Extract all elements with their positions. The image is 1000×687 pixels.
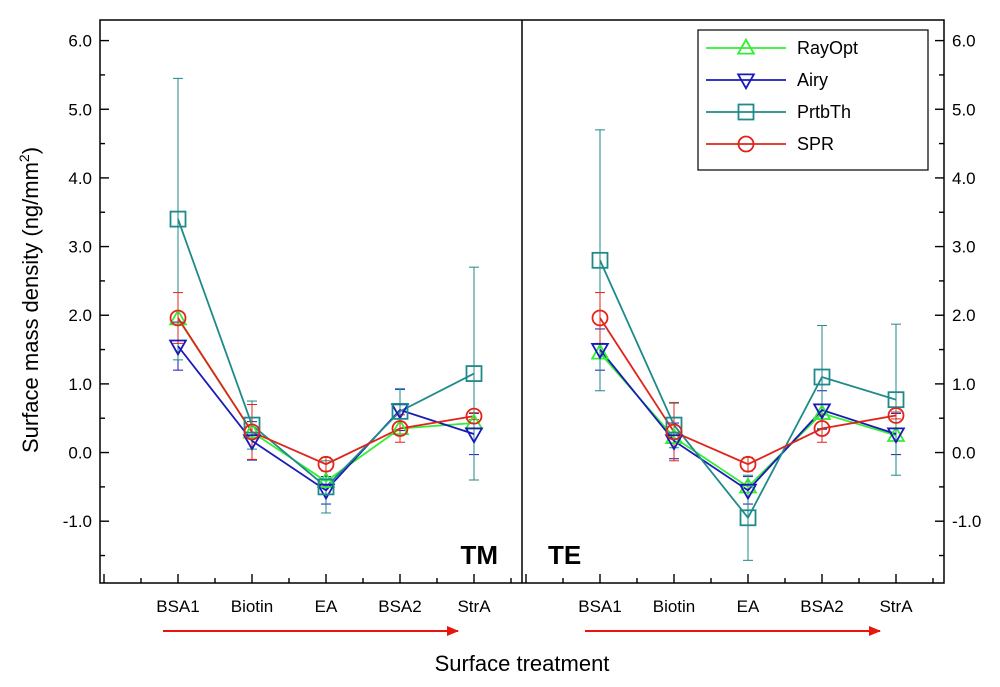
point-airy <box>464 427 484 445</box>
x-tick-label: EA <box>315 597 338 616</box>
point-rayopt <box>390 418 410 436</box>
x-tick-label: Biotin <box>653 597 696 616</box>
legend-label-airy: Airy <box>797 70 828 90</box>
y-axis-title: Surface mass density (ng/mm2) <box>16 147 43 453</box>
x-tick-labels: BSA1 Biotin EA BSA2 StrA BSA1 Biotin EA BSA2 StrA <box>156 597 913 616</box>
point-prtbth <box>169 210 187 228</box>
point-airy <box>738 483 758 501</box>
series-line-spr-tm <box>177 317 475 466</box>
series-line-spr-te <box>599 317 897 466</box>
y-tick-label-left: -1.0 <box>63 512 92 531</box>
y-tick-labels-left: -1.0 0.0 1.0 2.0 3.0 4.0 5.0 6.0 <box>63 32 92 532</box>
legend-label-spr: SPR <box>797 134 834 154</box>
y-tick-label-left: 4.0 <box>68 169 92 188</box>
point-prtbth <box>465 365 483 382</box>
legend-marker-spr <box>737 135 755 153</box>
y-tick-label-left: 3.0 <box>68 238 92 257</box>
x-tick-label: StrA <box>457 597 491 616</box>
x-tick-label: EA <box>737 597 760 616</box>
x-tick-label: BSA2 <box>378 597 421 616</box>
legend: RayOpt Airy PrtbTh SPR <box>697 29 929 171</box>
series-line-airy-te <box>599 348 897 492</box>
y-axis-title-close: ) <box>18 147 43 154</box>
point-airy <box>812 403 832 421</box>
series-line-airy-tm <box>177 345 475 492</box>
point-airy <box>664 434 684 451</box>
y-axis-title-main: Surface mass density (ng/mm <box>18 162 43 453</box>
point-spr <box>317 455 335 473</box>
y-tick-label-left: 5.0 <box>68 100 92 119</box>
legend-label-rayopt: RayOpt <box>797 38 858 58</box>
y-tick-label-right: 4.0 <box>952 169 976 188</box>
y-tick-labels-right: -1.0 0.0 1.0 2.0 3.0 4.0 5.0 6.0 <box>952 32 981 532</box>
x-tick-label: BSA2 <box>800 597 843 616</box>
legend-marker-prtbth <box>737 103 755 121</box>
panel-label-tm: TM <box>460 540 498 570</box>
y-tick-label-right: 6.0 <box>952 32 976 51</box>
plot-data <box>168 77 906 561</box>
x-axis-title: Surface treatment <box>435 651 610 676</box>
y-tick-label-left: 0.0 <box>68 444 92 463</box>
point-spr <box>591 309 609 327</box>
point-airy <box>316 483 336 501</box>
panel-label-te: TE <box>548 540 581 570</box>
legend-box <box>697 29 929 171</box>
point-prtbth <box>665 416 683 434</box>
y-tick-label-right: 5.0 <box>952 100 976 119</box>
y-tick-label-right: 0.0 <box>952 444 976 463</box>
x-tick-label: Biotin <box>231 597 274 616</box>
legend-marker-airy <box>736 73 756 91</box>
x-tick-label: StrA <box>879 597 913 616</box>
x-tick-label: BSA1 <box>578 597 621 616</box>
point-spr <box>813 420 831 437</box>
x-tick-label: BSA1 <box>156 597 199 616</box>
legend-label-prtbth: PrtbTh <box>797 102 851 122</box>
point-spr <box>169 309 187 327</box>
y-tick-label-left: 1.0 <box>68 375 92 394</box>
point-airy <box>168 339 188 357</box>
legend-marker-rayopt <box>736 37 756 55</box>
point-airy <box>590 343 610 360</box>
point-prtbth <box>739 509 757 527</box>
point-spr <box>391 420 409 437</box>
y-tick-label-right: -1.0 <box>952 512 981 531</box>
y-tick-label-right: 2.0 <box>952 306 976 325</box>
point-prtbth <box>391 402 409 420</box>
y-tick-label-right: 1.0 <box>952 375 976 394</box>
y-tick-label-right: 3.0 <box>952 238 976 257</box>
y-axis-title-sup: 2 <box>16 154 32 162</box>
series-line-prtbth-te <box>599 259 897 520</box>
point-spr <box>243 423 261 441</box>
point-prtbth <box>813 368 831 386</box>
point-prtbth <box>591 251 609 269</box>
point-spr <box>665 423 683 441</box>
point-airy <box>242 434 262 451</box>
point-prtbth <box>317 478 335 496</box>
point-rayopt <box>168 308 188 326</box>
point-spr <box>887 407 905 424</box>
y-tick-label-left: 6.0 <box>68 32 92 51</box>
y-tick-label-left: 2.0 <box>68 306 92 325</box>
point-spr <box>739 455 757 473</box>
point-airy <box>886 427 906 445</box>
point-prtbth <box>243 416 261 434</box>
point-spr <box>465 407 483 425</box>
axis-ticks <box>100 39 944 583</box>
series-line-prtbth-tm <box>177 218 475 489</box>
point-rayopt <box>242 421 262 439</box>
